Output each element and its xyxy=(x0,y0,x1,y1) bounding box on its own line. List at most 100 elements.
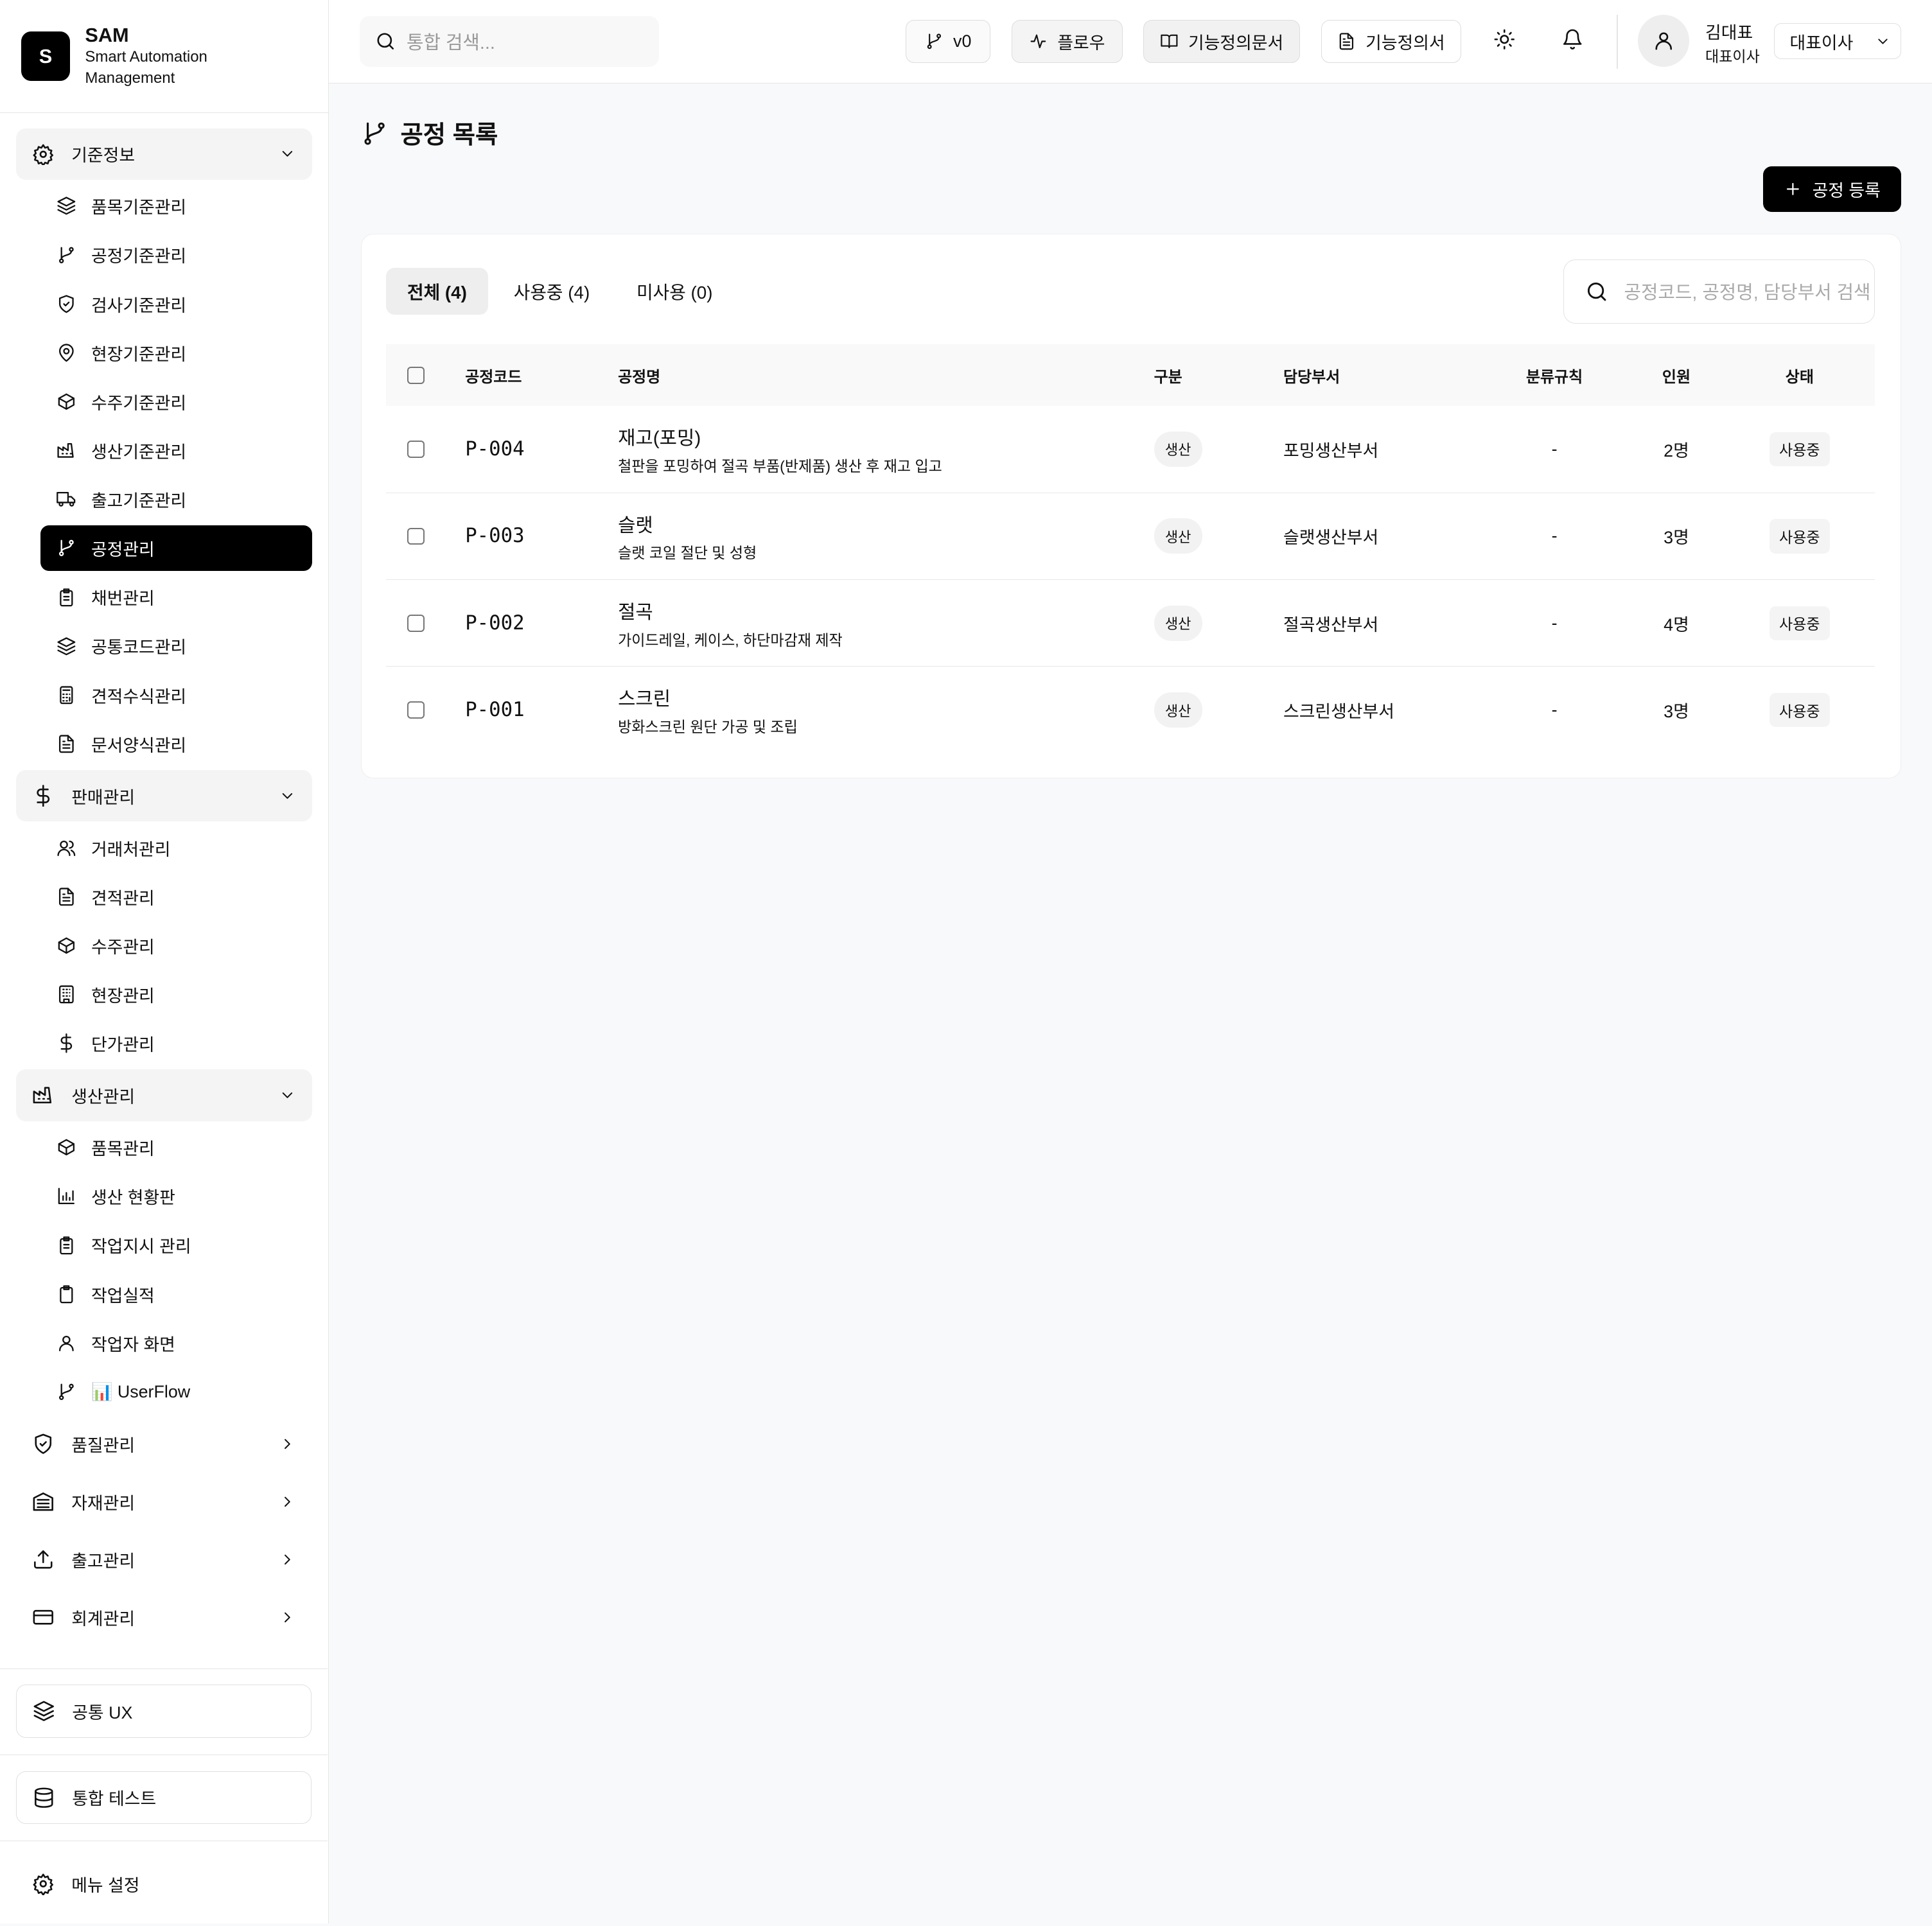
sidebar-item-label: 견적관리 xyxy=(91,888,155,908)
menu-settings-button[interactable]: 메뉴 설정 xyxy=(16,1857,312,1910)
sidebar-group-label: 회계관리 xyxy=(71,1609,136,1629)
sidebar-item[interactable]: 공통코드관리 xyxy=(40,624,312,669)
sidebar-group-label: 생산관리 xyxy=(71,1087,136,1107)
column-header: 공정코드 xyxy=(465,344,619,407)
sidebar-item[interactable]: 수주관리 xyxy=(40,923,312,968)
box-icon xyxy=(57,936,76,956)
add-process-button[interactable]: 공정 등록 xyxy=(1763,166,1902,212)
tab-2[interactable]: 미사용 (0) xyxy=(637,282,713,302)
function-spec-label: 기능정의서 xyxy=(1366,33,1445,53)
sidebar-item[interactable]: 수주기준관리 xyxy=(40,379,312,425)
sidebar-group-0[interactable]: 기준정보 xyxy=(15,128,313,180)
sidebar-group-3[interactable]: 품질관리 xyxy=(16,1418,312,1470)
sidebar-item-label: 견적수식관리 xyxy=(91,687,187,706)
sidebar-item[interactable]: 현장기준관리 xyxy=(40,330,312,376)
user-icon xyxy=(57,1333,76,1353)
sidebar-item[interactable]: 📊 UserFlow xyxy=(40,1369,312,1415)
row-checkbox[interactable] xyxy=(407,614,425,632)
role-select-value: 대표이사 xyxy=(1789,33,1854,53)
process-description: 방화스크린 원단 가공 및 조립 xyxy=(618,719,798,736)
sidebar-item[interactable]: 견적관리 xyxy=(40,874,312,920)
table-row[interactable]: P-001 스크린 방화스크린 원단 가공 및 조립 생산 스크린생산부서 - 3명 사용중 xyxy=(386,667,1874,753)
sidebar-item[interactable]: 작업실적 xyxy=(40,1272,312,1317)
sidebar-item-label: 생산기준관리 xyxy=(91,442,187,462)
column-header: 분류규칙 xyxy=(1480,344,1629,407)
type-badge: 생산 xyxy=(1154,605,1202,641)
gear-icon xyxy=(32,1873,55,1895)
status-badge: 사용중 xyxy=(1769,606,1830,640)
global-search-input[interactable]: 통합 검색... xyxy=(360,15,660,67)
chevron-down-icon xyxy=(279,145,296,162)
table-row[interactable]: P-003 슬랫 슬랫 코일 절단 및 성형 생산 슬랫생산부서 -3명 사용중 xyxy=(386,493,1875,581)
process-table: 공정코드 공정명 구분 담당부서 분류규칙 인원 상태 P-004 재고(포밍) 철판을 포밍하… xyxy=(386,344,1875,753)
row-checkbox[interactable] xyxy=(407,441,425,458)
staff-count: 3명 xyxy=(1628,493,1725,581)
role-select[interactable]: 대표이사 xyxy=(1774,23,1902,60)
process-name: 스크린 xyxy=(618,688,671,710)
process-search-input[interactable]: 공정코드, 공정명, 담당부서 검색 xyxy=(1563,259,1875,324)
status-badge: 사용중 xyxy=(1769,432,1830,467)
row-checkbox[interactable] xyxy=(407,701,425,719)
flow-button[interactable]: 플로우 xyxy=(1011,19,1123,63)
sidebar-item-label: 채번관리 xyxy=(91,589,155,609)
sidebar-item-label: 문서양식관리 xyxy=(91,735,187,755)
sidebar-item[interactable]: 품목기준관리 xyxy=(40,183,312,229)
database-icon xyxy=(33,1787,55,1809)
sidebar-group-label: 판매관리 xyxy=(71,787,136,807)
sidebar-item[interactable]: 단가관리 xyxy=(40,1020,312,1066)
sun-icon[interactable] xyxy=(1493,28,1516,51)
clip-icon xyxy=(57,1284,76,1304)
sidebar-item[interactable]: 견적수식관리 xyxy=(40,672,312,718)
branch-icon xyxy=(361,120,388,147)
integration-test-button[interactable]: 통합 테스트 xyxy=(15,1771,312,1825)
function-spec-doc-button[interactable]: 기능정의문서 xyxy=(1143,19,1300,63)
sidebar-group-6[interactable]: 회계관리 xyxy=(16,1591,312,1643)
status-badge: 사용중 xyxy=(1769,693,1830,728)
sidebar-item-label: 수주관리 xyxy=(91,937,155,957)
flow-label: 플로우 xyxy=(1057,33,1105,53)
process-name: 절곡 xyxy=(618,601,653,623)
process-name: 재고(포밍) xyxy=(618,428,701,450)
sidebar-item[interactable]: 공정관리 xyxy=(40,525,313,572)
sidebar-group-4[interactable]: 자재관리 xyxy=(16,1476,312,1528)
table-row[interactable]: P-002 절곡 가이드레일, 케이스, 하단마감재 제작 생산 절곡생산부서 -4명 사용… xyxy=(386,579,1875,667)
chart-icon xyxy=(57,1186,76,1206)
type-badge: 생산 xyxy=(1154,518,1202,554)
sidebar-item[interactable]: 작업지시 관리 xyxy=(40,1222,312,1268)
tab-1[interactable]: 사용중 (4) xyxy=(513,282,590,302)
tab-0[interactable]: 전체 (4) xyxy=(386,268,488,315)
function-spec-button[interactable]: 기능정의서 xyxy=(1321,19,1462,63)
common-ux-button[interactable]: 공통 UX xyxy=(15,1685,312,1738)
row-checkbox[interactable] xyxy=(407,527,425,545)
process-description: 슬랫 코일 절단 및 성형 xyxy=(618,545,757,562)
page-title: 공정 목록 xyxy=(361,116,498,151)
sidebar-group-2[interactable]: 생산관리 xyxy=(15,1069,313,1121)
sidebar-item[interactable]: 현장관리 xyxy=(40,972,312,1017)
sidebar-item[interactable]: 생산 현황판 xyxy=(40,1173,312,1219)
sidebar-item[interactable]: 품목관리 xyxy=(40,1125,312,1170)
table-row[interactable]: P-004 재고(포밍) 철판을 포밍하여 절곡 부품(반제품) 생산 후 재고 입… xyxy=(386,406,1875,493)
v0-button[interactable]: v0 xyxy=(906,19,991,63)
sidebar-group-5[interactable]: 출고관리 xyxy=(16,1534,312,1586)
sidebar-item[interactable]: 생산기준관리 xyxy=(40,428,312,473)
sidebar-group-1[interactable]: 판매관리 xyxy=(15,769,313,822)
file-icon xyxy=(57,734,76,754)
search-icon xyxy=(1585,279,1609,304)
sidebar-item[interactable]: 채번관리 xyxy=(40,574,312,620)
select-all-checkbox[interactable] xyxy=(407,366,425,384)
calc-icon xyxy=(57,685,76,705)
column-header: 상태 xyxy=(1724,344,1875,407)
sidebar-item[interactable]: 검사기준관리 xyxy=(40,281,312,327)
bell-icon[interactable] xyxy=(1561,28,1584,51)
sidebar-item[interactable]: 공정기준관리 xyxy=(40,232,312,277)
avatar[interactable] xyxy=(1637,15,1690,67)
search-icon xyxy=(374,30,397,53)
sidebar-item-label: 현장기준관리 xyxy=(91,344,187,364)
chevron-down-icon xyxy=(279,787,296,805)
sidebar-item[interactable]: 문서양식관리 xyxy=(40,721,312,767)
sidebar-item[interactable]: 출고기준관리 xyxy=(40,477,312,522)
sidebar-item[interactable]: 작업자 화면 xyxy=(40,1320,312,1366)
sidebar-item-label: 검사기준관리 xyxy=(91,295,187,315)
sidebar-item[interactable]: 거래처관리 xyxy=(40,825,312,871)
brand[interactable]: S SAM Smart Automation Management xyxy=(0,0,329,114)
